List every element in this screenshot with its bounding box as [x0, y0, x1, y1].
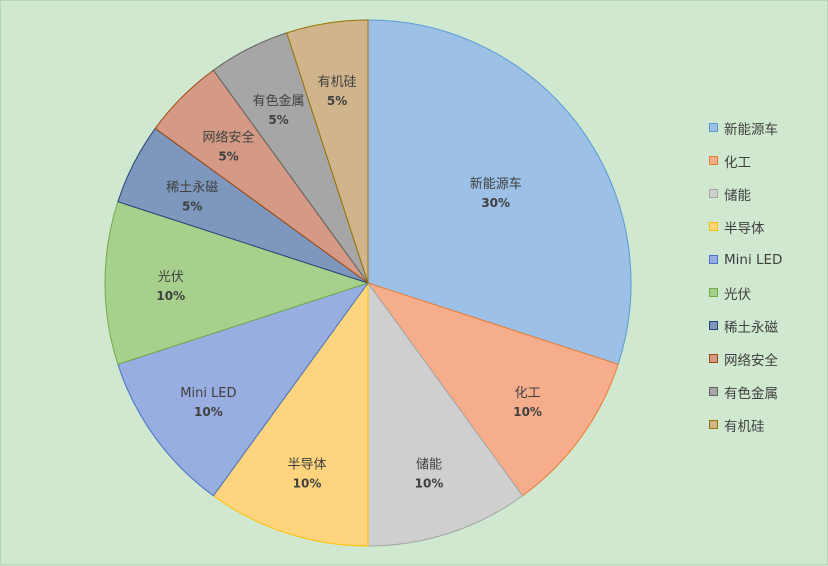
- slice-percent-label: 10%: [156, 289, 185, 303]
- legend-item: 光伏: [709, 276, 782, 309]
- slice-percent-label: 5%: [327, 94, 347, 108]
- legend-label: 有色金属: [724, 385, 778, 402]
- legend-swatch: [709, 321, 718, 330]
- legend-item: 半导体: [709, 210, 782, 243]
- legend-swatch: [709, 156, 718, 165]
- pie-slice: [367, 19, 632, 365]
- legend-item: 新能源车: [709, 111, 782, 144]
- legend-item: 网络安全: [709, 342, 782, 375]
- legend-swatch: [709, 123, 718, 132]
- slice-percent-label: 10%: [513, 405, 542, 419]
- slice-label: 网络安全: [202, 130, 254, 146]
- pie-slice: [366, 282, 619, 497]
- pie-slice: [104, 201, 370, 365]
- legend-swatch: [709, 222, 718, 231]
- slice-label: 有色金属: [252, 93, 304, 109]
- slice-label: 新能源车: [470, 176, 522, 192]
- legend-label: 新能源车: [724, 121, 778, 138]
- legend: 新能源车化工储能半导体 Mini LED 光伏稀土永磁网络安全有色金属有机硅: [709, 111, 782, 441]
- legend-label: Mini LED: [724, 251, 783, 268]
- legend-swatch: [709, 387, 718, 396]
- pie-slice: [117, 282, 370, 497]
- legend-item: 储能: [709, 177, 782, 210]
- slice-percent-label: 10%: [194, 405, 223, 419]
- legend-label: 半导体: [724, 220, 765, 237]
- slice-percent-label: 30%: [481, 196, 510, 210]
- slice-label: 化工: [515, 386, 541, 401]
- slice-percent-label: 10%: [415, 477, 444, 491]
- legend-label: 化工: [724, 154, 751, 171]
- slice-percent-label: 5%: [218, 150, 238, 164]
- pie-slice: [367, 281, 524, 547]
- legend-item: 化工: [709, 144, 782, 177]
- legend-item: Mini LED: [709, 243, 782, 276]
- slice-percent-label: 5%: [268, 113, 288, 127]
- slice-label: 半导体: [287, 458, 326, 473]
- slice-percent-label: 10%: [293, 477, 322, 491]
- legend-swatch: [709, 255, 718, 264]
- legend-swatch: [709, 354, 718, 363]
- legend-swatch: [709, 420, 718, 429]
- slice-label: 稀土永磁: [166, 181, 218, 196]
- slice-label: 光伏: [158, 270, 184, 285]
- legend-label: 网络安全: [724, 352, 778, 369]
- slice-label: 有机硅: [318, 75, 357, 90]
- slice-label: Mini LED: [180, 386, 236, 401]
- legend-item: 有色金属: [709, 375, 782, 408]
- pie-slice: [286, 19, 369, 284]
- legend-swatch: [709, 288, 718, 297]
- slice-percent-label: 5%: [182, 200, 202, 214]
- slice-label: 储能: [416, 458, 442, 473]
- legend-swatch: [709, 189, 718, 198]
- pie-slice: [212, 281, 369, 547]
- legend-label: 光伏: [724, 286, 751, 303]
- legend-label: 储能: [724, 187, 751, 204]
- legend-label: 稀土永磁: [724, 319, 778, 336]
- legend-item: 稀土永磁: [709, 309, 782, 342]
- legend-label: 有机硅: [724, 418, 765, 435]
- legend-item: 有机硅: [709, 408, 782, 441]
